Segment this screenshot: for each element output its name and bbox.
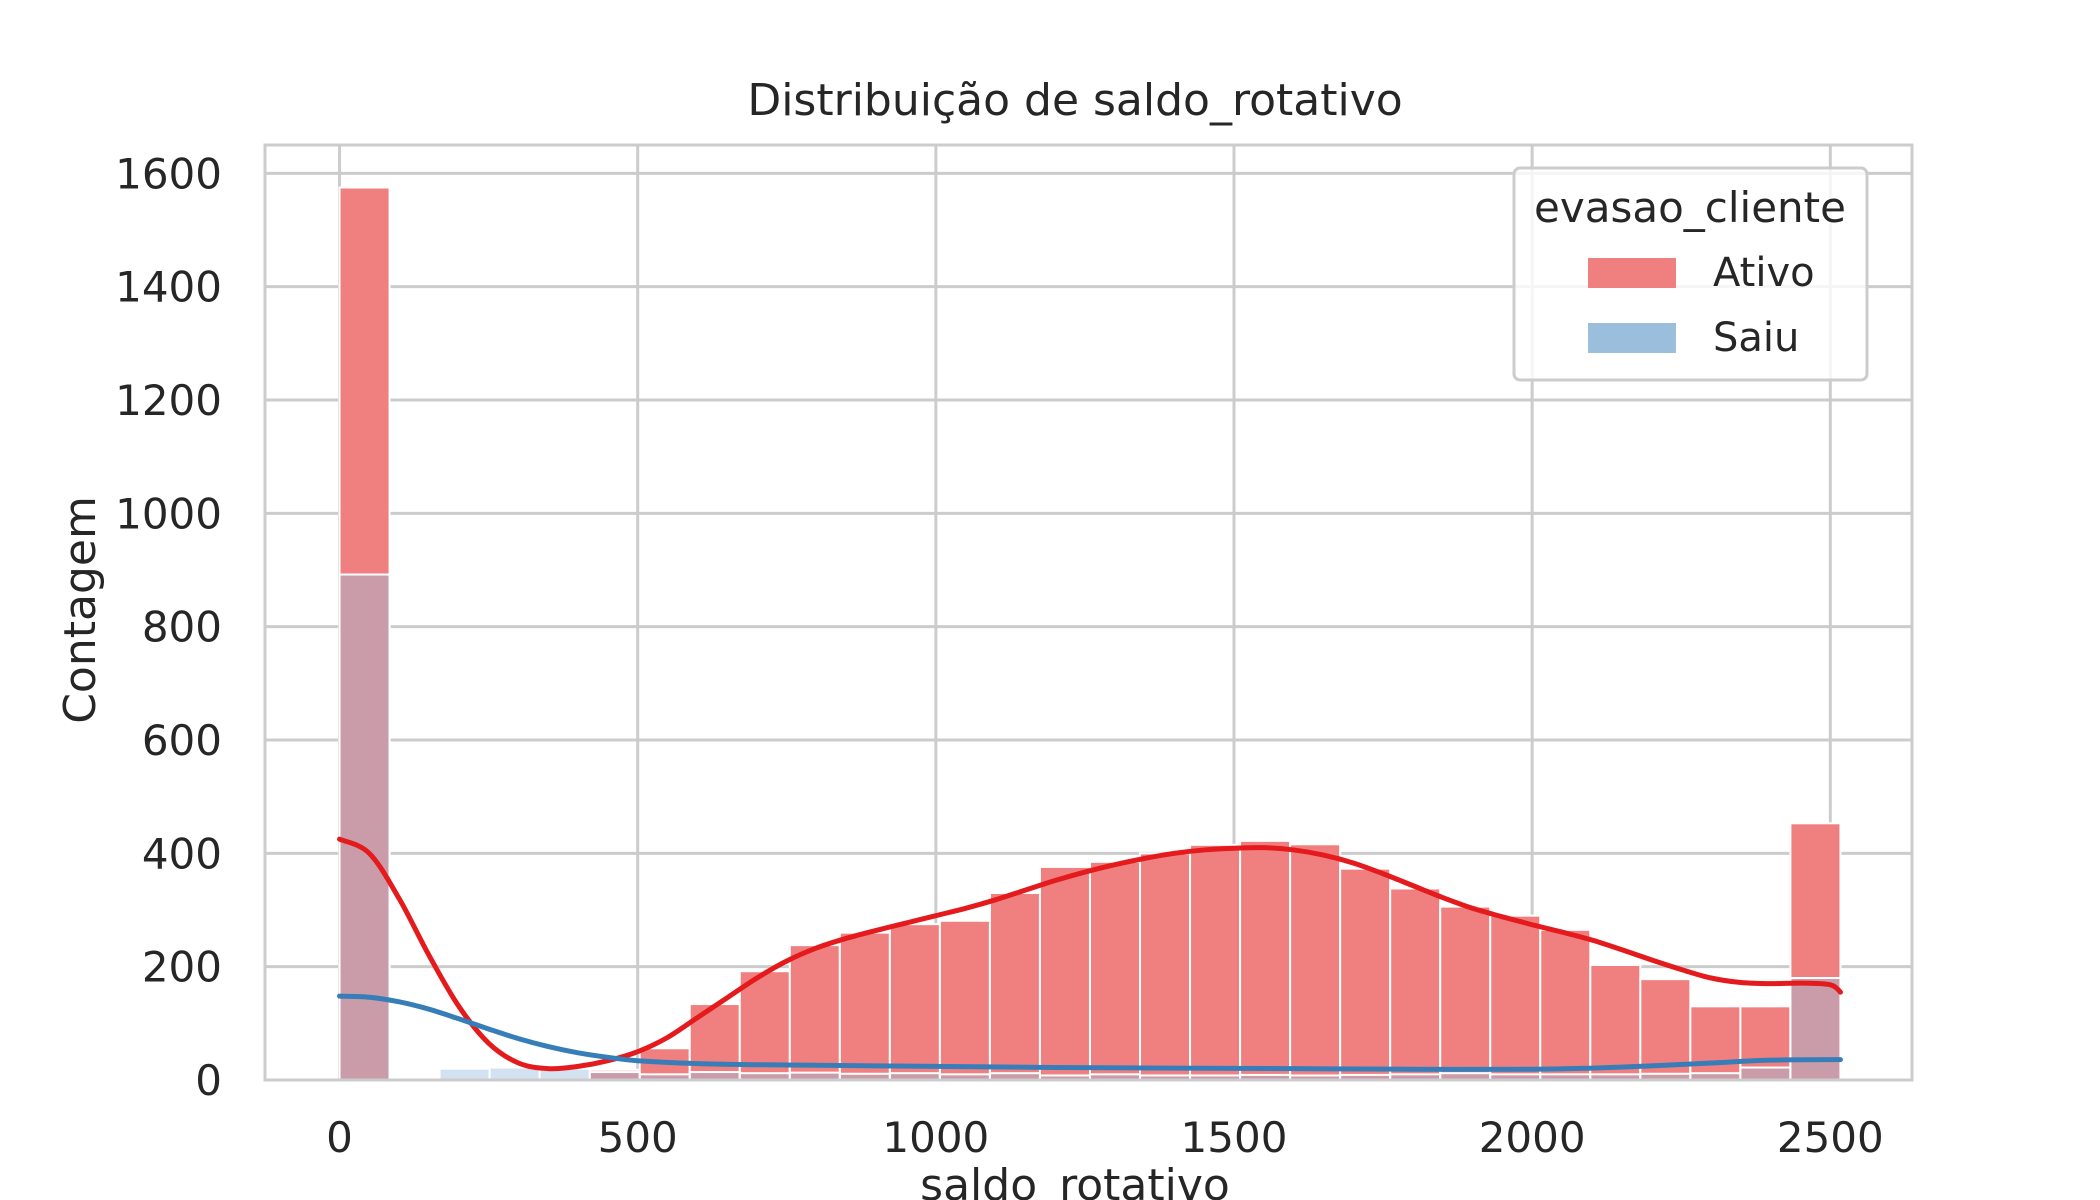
bar-ativo [1390, 888, 1440, 1080]
x-tick-label: 1500 [1181, 1113, 1288, 1162]
x-tick-label: 500 [598, 1113, 678, 1162]
bar-ativo [990, 893, 1040, 1080]
x-tick-label: 2500 [1777, 1113, 1884, 1162]
y-tick-label: 600 [142, 716, 222, 765]
x-tick-label: 2000 [1479, 1113, 1586, 1162]
bar-ativo [1190, 845, 1240, 1080]
bar-ativo [790, 945, 840, 1080]
legend-swatch-ativo [1588, 258, 1676, 288]
bar-ativo [1340, 869, 1390, 1080]
bar-ativo [1540, 930, 1590, 1080]
bar-ativo [1040, 867, 1090, 1080]
y-tick-label: 1200 [115, 376, 222, 425]
chart-title: Distribuição de saldo_rotativo [747, 75, 1402, 126]
bar-saiu [440, 1069, 490, 1080]
bar-ativo [1440, 907, 1490, 1080]
bar-ativo [890, 924, 940, 1080]
y-tick-label: 800 [142, 603, 222, 652]
bar-ativo [1690, 1006, 1740, 1080]
bar-ativo [1590, 965, 1640, 1080]
x-tick-label: 1000 [882, 1113, 989, 1162]
bar-ativo [1140, 853, 1190, 1080]
y-tick-label: 400 [142, 829, 222, 878]
legend-swatch-saiu [1588, 323, 1676, 353]
legend-label-ativo: Ativo [1713, 250, 1815, 296]
y-tick-label: 0 [195, 1056, 222, 1105]
bar-ativo [1290, 844, 1340, 1080]
y-axis-label: Contagem [55, 496, 106, 724]
legend-label-saiu: Saiu [1713, 315, 1799, 361]
bar-ativo [940, 921, 990, 1080]
legend-title: evasao_cliente [1534, 183, 1846, 232]
bar-saiu [1740, 1068, 1790, 1080]
bar-saiu [340, 575, 390, 1080]
bar-ativo [1090, 862, 1140, 1080]
legend: evasao_cliente Ativo Saiu [1514, 168, 1867, 380]
y-tick-label: 1400 [115, 263, 222, 312]
y-tick-label: 1000 [115, 489, 222, 538]
bar-ativo [840, 933, 890, 1080]
x-axis-label: saldo_rotativo [920, 1160, 1230, 1200]
bar-saiu [1790, 978, 1840, 1080]
x-tick-label: 0 [326, 1113, 353, 1162]
bar-ativo [1240, 841, 1290, 1080]
y-tick-label: 200 [142, 943, 222, 992]
y-tick-label: 1600 [115, 149, 222, 198]
bar-ativo [1490, 916, 1540, 1080]
